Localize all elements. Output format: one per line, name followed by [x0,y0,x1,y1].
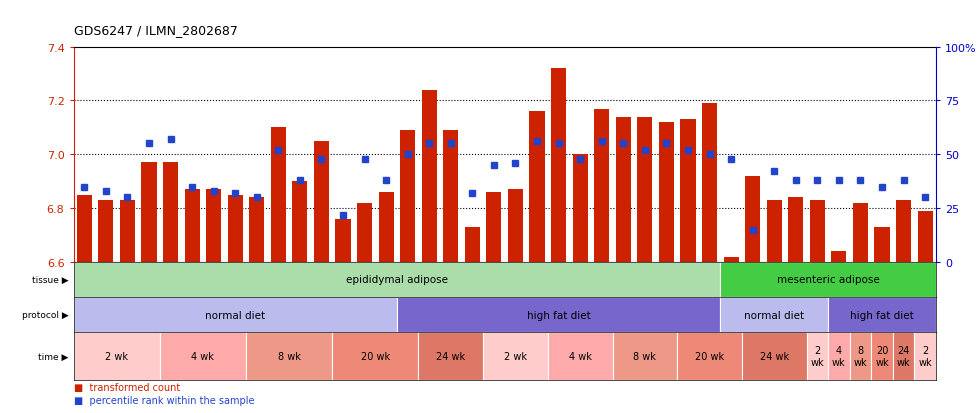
Text: 24 wk: 24 wk [436,351,466,361]
Bar [720,262,936,297]
Text: 8 wk: 8 wk [277,351,301,361]
Bar [850,332,871,380]
Bar [720,297,828,332]
Bar [702,104,717,262]
Text: epididymal adipose: epididymal adipose [346,275,448,285]
Bar [76,195,92,262]
Bar [184,190,200,262]
Bar [807,332,828,380]
Bar [421,90,437,262]
Text: 2
wk: 2 wk [810,345,824,367]
Bar [659,123,674,262]
Bar [508,190,523,262]
Text: 24 wk: 24 wk [760,351,789,361]
Bar [874,227,890,262]
Bar [314,142,329,262]
Text: mesenteric adipose: mesenteric adipose [777,275,879,285]
Bar [206,190,221,262]
Bar [745,176,760,262]
Bar [74,297,397,332]
Text: high fat diet: high fat diet [850,310,914,320]
Bar [486,192,502,262]
Bar [766,201,782,262]
Bar [594,109,610,262]
Bar [742,332,807,380]
Bar [788,198,804,262]
Text: 4 wk: 4 wk [568,351,592,361]
Text: GDS6247 / ILMN_2802687: GDS6247 / ILMN_2802687 [74,24,237,37]
Text: 24
wk: 24 wk [897,345,910,367]
Bar [98,201,114,262]
Bar [249,198,265,262]
Text: 8
wk: 8 wk [854,345,867,367]
Bar [853,203,868,262]
Bar [227,195,243,262]
Text: 20
wk: 20 wk [875,345,889,367]
Text: normal diet: normal diet [744,310,805,320]
Text: 4 wk: 4 wk [191,351,215,361]
Bar [680,120,696,262]
Bar [160,332,246,380]
Bar [270,128,286,262]
Bar [483,332,548,380]
Bar [809,201,825,262]
Bar [548,332,612,380]
Bar [677,332,742,380]
Text: tissue ▶: tissue ▶ [32,275,69,284]
Bar [612,332,677,380]
Bar [572,155,588,262]
Text: high fat diet: high fat diet [526,310,591,320]
Bar [74,262,720,297]
Bar [871,332,893,380]
Bar [637,117,653,262]
Bar [529,112,545,262]
Bar [443,131,459,262]
Bar [831,252,847,262]
Bar [465,227,480,262]
Bar [551,69,566,262]
Bar [378,192,394,262]
Bar [896,201,911,262]
Text: ■  percentile rank within the sample: ■ percentile rank within the sample [74,395,254,405]
Bar [400,131,416,262]
Bar [723,257,739,262]
Bar [914,332,936,380]
Bar [163,163,178,262]
Bar [615,117,631,262]
Text: 20 wk: 20 wk [361,351,390,361]
Text: 20 wk: 20 wk [695,351,724,361]
Bar [418,332,483,380]
Bar [74,332,160,380]
Text: protocol ▶: protocol ▶ [22,311,69,319]
Bar [141,163,157,262]
Bar [893,332,914,380]
Text: ■  transformed count: ■ transformed count [74,382,179,392]
Text: time ▶: time ▶ [38,352,69,361]
Text: 8 wk: 8 wk [633,351,657,361]
Bar [828,297,936,332]
Bar [332,332,418,380]
Bar [120,201,135,262]
Bar [335,219,351,262]
Bar [828,332,850,380]
Bar [917,211,933,262]
Bar [397,297,720,332]
Text: 4
wk: 4 wk [832,345,846,367]
Text: 2 wk: 2 wk [105,351,128,361]
Text: 2 wk: 2 wk [504,351,527,361]
Text: normal diet: normal diet [205,310,266,320]
Bar [292,182,308,262]
Bar [246,332,332,380]
Bar [357,203,372,262]
Text: 2
wk: 2 wk [918,345,932,367]
